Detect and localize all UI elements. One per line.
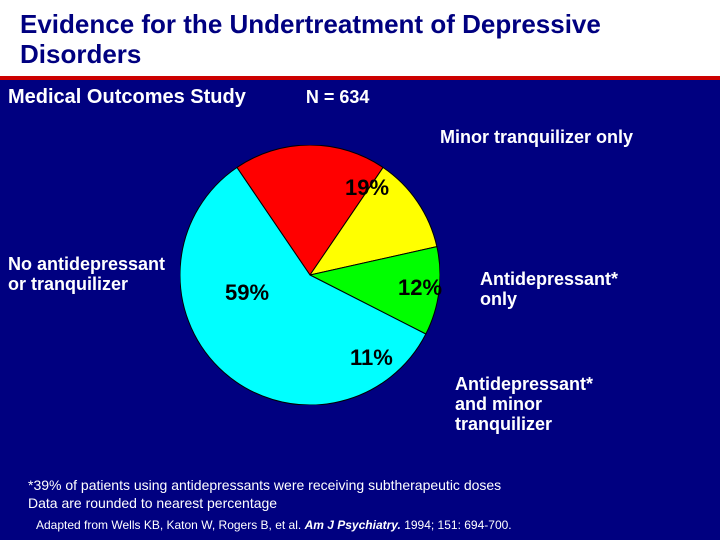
footnote-line2: Data are rounded to nearest percentage (28, 495, 501, 513)
page-title: Evidence for the Undertreatment of Depre… (20, 10, 700, 70)
citation-suffix: 1994; 151: 694-700. (401, 518, 512, 532)
pct-antidep-minor: 11% (350, 345, 393, 371)
footnote: *39% of patients using antidepressants w… (28, 477, 501, 512)
citation: Adapted from Wells KB, Katon W, Rogers B… (36, 518, 512, 532)
pct-minor-tranq: 19% (345, 175, 389, 201)
header: Evidence for the Undertreatment of Depre… (0, 0, 720, 80)
label-antidep-minor: Antidepressant* and minor tranquilizer (455, 375, 625, 434)
label-minor-tranq: Minor tranquilizer only (440, 128, 633, 148)
subtitle: Medical Outcomes Study (8, 86, 246, 109)
n-label: N = 634 (306, 87, 370, 108)
citation-prefix: Adapted from Wells KB, Katon W, Rogers B… (36, 518, 305, 532)
pct-antidep-only: 12% (398, 275, 442, 301)
footnote-line1: *39% of patients using antidepressants w… (28, 477, 501, 495)
pct-none: 59% (225, 280, 269, 306)
label-none: No antidepressant or tranquilizer (8, 255, 183, 295)
subtitle-row: Medical Outcomes Study N = 634 (0, 80, 720, 109)
citation-journal: Am J Psychiatry. (305, 518, 401, 532)
label-antidep-only: Antidepressant* only (480, 270, 650, 310)
